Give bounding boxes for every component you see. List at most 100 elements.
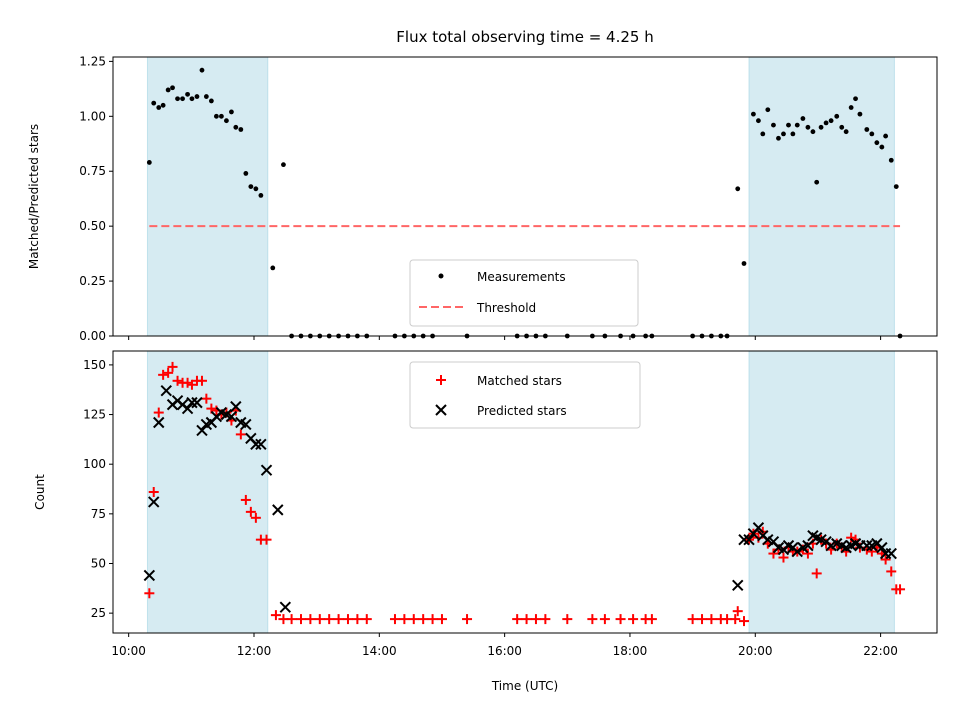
- measurement-point: [781, 131, 786, 137]
- matched-stars-point: [599, 614, 610, 625]
- predicted-stars-point: [148, 496, 160, 508]
- predicted-stars-point: [791, 545, 803, 558]
- measurement-point: [874, 140, 880, 146]
- predicted-stars-point: [186, 396, 198, 409]
- measurement-point: [741, 261, 747, 266]
- measurement-point: [203, 94, 209, 99]
- predicted-stars-point: [732, 579, 744, 592]
- top-y-tick-label: 0.75: [79, 164, 106, 178]
- predicted-stars-point: [225, 410, 238, 423]
- matched-stars-point: [687, 614, 698, 625]
- matched-stars-point: [778, 552, 789, 563]
- measurement-point: [229, 109, 234, 115]
- matched-stars-point: [768, 548, 779, 559]
- legend-measurements-marker: [438, 273, 444, 279]
- measurement-point: [834, 113, 840, 119]
- matched-stars-point: [646, 614, 657, 625]
- matched-stars-point: [587, 614, 598, 625]
- measurement-point: [270, 265, 276, 271]
- x-tick-label: 10:00: [111, 644, 146, 658]
- measurement-point: [843, 129, 849, 135]
- x-tick-label: 16:00: [487, 644, 522, 658]
- predicted-stars-point: [738, 533, 750, 546]
- bottom-legend: Matched stars Predicted stars: [409, 361, 641, 429]
- x-tick-label: 18:00: [613, 644, 648, 658]
- measurement-point: [790, 131, 796, 137]
- matched-stars-point: [530, 614, 541, 625]
- matched-stars-point: [182, 377, 193, 388]
- x-tick-label: 12:00: [237, 644, 272, 658]
- measurement-point: [864, 127, 870, 132]
- matched-stars-point: [730, 614, 741, 625]
- matched-stars-point: [732, 606, 743, 617]
- predicted-stars-point: [160, 385, 172, 397]
- measurement-point: [760, 131, 766, 137]
- matched-stars-point: [462, 614, 473, 625]
- matched-stars-point: [811, 568, 822, 579]
- measurement-point: [160, 102, 166, 108]
- legend-predicted-marker: [435, 404, 447, 416]
- top-y-axis-label: Matched/Predicted stars: [27, 124, 41, 269]
- measurement-point: [185, 91, 190, 97]
- measurement-point: [238, 127, 244, 132]
- predicted-stars-point: [230, 400, 242, 413]
- matched-stars-point: [895, 584, 906, 595]
- predicted-stars-point: [876, 541, 888, 554]
- matched-stars-point: [846, 532, 857, 543]
- predicted-stars-point: [181, 402, 194, 415]
- measurement-point: [839, 124, 845, 130]
- legend-predicted-label: Predicted stars: [477, 404, 567, 418]
- matched-stars-point: [615, 614, 626, 625]
- matched-stars-point: [305, 614, 316, 625]
- measurement-point: [253, 186, 259, 192]
- matched-stars-point: [802, 548, 813, 559]
- matched-stars-point: [167, 361, 178, 372]
- measurement-point: [810, 129, 816, 135]
- measurement-point: [208, 98, 214, 104]
- measurement-point: [258, 193, 264, 198]
- predicted-stars-point: [802, 539, 814, 552]
- matched-stars-point: [886, 566, 897, 577]
- matched-stars-point: [144, 588, 155, 599]
- matched-stars-point: [628, 614, 639, 625]
- matched-stars-point: [408, 614, 419, 625]
- top-panel-frame: [112, 56, 938, 337]
- predicted-stars-point: [255, 438, 267, 451]
- measurement-point: [823, 120, 829, 126]
- top-observing-window-0: [146, 56, 269, 337]
- matched-stars-point: [512, 614, 523, 625]
- matched-stars-point: [333, 614, 344, 625]
- top-observing-window-1: [748, 56, 895, 337]
- matched-stars-point: [739, 616, 750, 627]
- top-y-tick-label: 0.25: [79, 274, 106, 288]
- measurement-point: [869, 131, 875, 137]
- chart-title: Flux total observing time = 4.25 h: [396, 28, 653, 46]
- measurement-point: [786, 122, 791, 128]
- legend-matched-label: Matched stars: [477, 374, 562, 388]
- measurement-point: [756, 118, 761, 124]
- matched-stars-point: [427, 614, 438, 625]
- measurement-point: [800, 116, 806, 121]
- x-axis-label: Time (UTC): [491, 679, 558, 693]
- legend-matched-marker: [436, 375, 446, 385]
- measurement-point: [243, 171, 249, 176]
- measurement-point: [805, 124, 811, 130]
- predicted-stars-point: [279, 601, 292, 613]
- bottom-panel-frame: [112, 350, 938, 634]
- measurement-point: [146, 160, 152, 165]
- measurement-point: [794, 122, 800, 128]
- measurement-point: [751, 111, 756, 117]
- measurement-point: [814, 179, 820, 185]
- measurement-point: [219, 113, 224, 119]
- predicted-stars-point: [861, 539, 873, 552]
- legend-threshold-label: Threshold: [476, 301, 536, 315]
- bottom-y-tick-label: 150: [83, 358, 106, 372]
- predicted-stars-point: [143, 569, 156, 582]
- matched-stars-point: [314, 614, 325, 625]
- bottom-observing-window-1: [748, 350, 895, 634]
- matched-stars-point: [240, 494, 251, 505]
- measurement-point: [857, 111, 863, 117]
- matched-stars-point: [880, 554, 891, 565]
- predicted-stars-point: [743, 533, 755, 546]
- matched-stars-point: [261, 534, 272, 545]
